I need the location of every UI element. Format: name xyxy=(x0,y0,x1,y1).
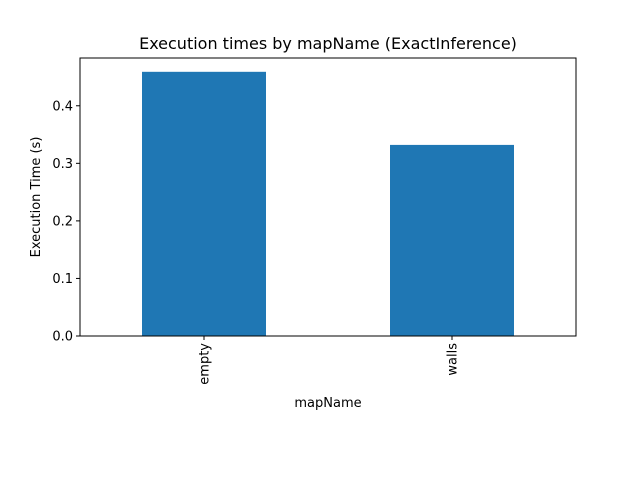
plot-area: 0.0 0.1 0.2 0.3 0.4 empty walls xyxy=(52,57,577,385)
bar-walls xyxy=(390,144,514,336)
chart-title: Execution times by mapName (ExactInferen… xyxy=(139,34,517,53)
axes-frame xyxy=(79,57,577,337)
x-tick-label: walls xyxy=(446,343,461,376)
y-tick-label: 0.0 xyxy=(52,330,73,345)
x-axis-label: mapName xyxy=(294,396,361,411)
y-tick-label: 0.3 xyxy=(52,157,73,172)
bar-empty xyxy=(142,71,266,337)
x-tick-label: empty xyxy=(198,343,213,385)
y-axis-label: Execution Time (s) xyxy=(29,137,44,258)
y-tick-label: 0.2 xyxy=(52,214,73,229)
y-tick-label: 0.1 xyxy=(52,272,73,287)
y-tick-label: 0.4 xyxy=(52,99,73,114)
